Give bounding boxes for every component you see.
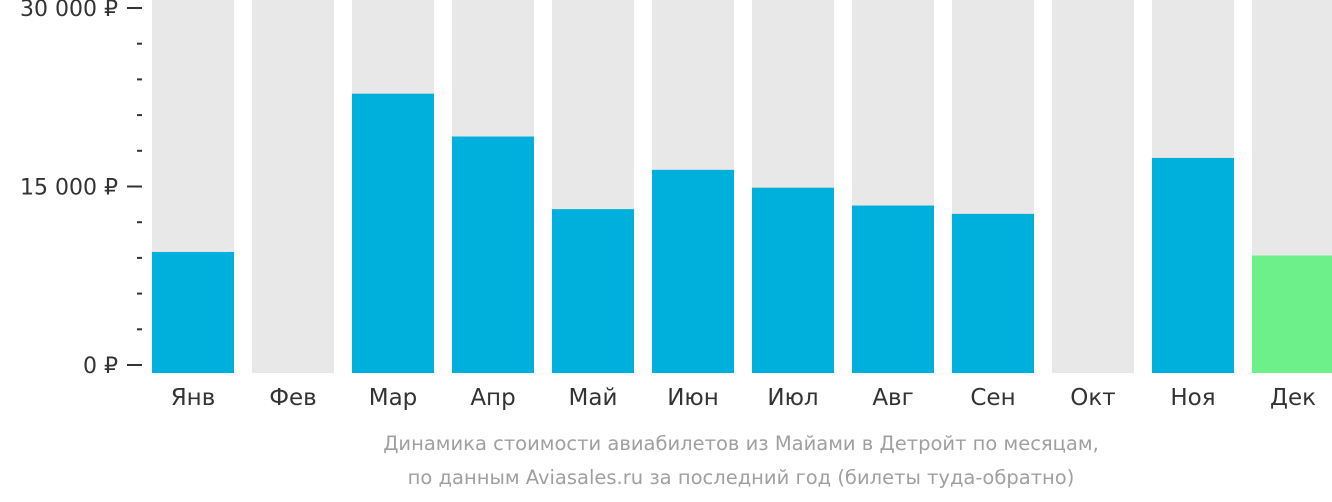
- y-tick-label: 0 ₽: [83, 354, 118, 379]
- x-tick-label: Фев: [269, 385, 317, 411]
- x-tick-label: Июн: [667, 385, 719, 411]
- bar-Дек[interactable]: [1252, 255, 1332, 373]
- x-tick-label: Мар: [369, 385, 418, 411]
- x-tick-label: Май: [569, 385, 618, 411]
- x-tick-label: Дек: [1270, 385, 1316, 411]
- x-tick-label: Апр: [470, 385, 515, 411]
- y-tick-label: 30 000 ₽: [20, 0, 118, 22]
- chart-caption-line-1: Динамика стоимости авиабилетов из Майами…: [383, 432, 1099, 455]
- x-tick-label: Авг: [872, 385, 913, 411]
- bar-background: [1052, 0, 1134, 373]
- x-tick-label: Окт: [1070, 385, 1115, 411]
- bar-background: [252, 0, 334, 373]
- x-tick-label: Июл: [767, 385, 818, 411]
- bar-Ноя[interactable]: [1152, 157, 1234, 373]
- y-tick-label: 15 000 ₽: [20, 176, 118, 201]
- bar-Мар[interactable]: [352, 93, 434, 374]
- bar-Июн[interactable]: [652, 169, 734, 373]
- bar-Янв[interactable]: [152, 251, 234, 373]
- bar-Сен[interactable]: [952, 213, 1034, 373]
- chart-caption-line-2: по данным Aviasales.ru за последний год …: [407, 466, 1075, 489]
- x-tick-label: Ноя: [1170, 385, 1215, 411]
- bar-Авг[interactable]: [852, 205, 934, 373]
- bar-Апр[interactable]: [452, 136, 534, 373]
- x-tick-label: Янв: [171, 385, 216, 411]
- x-tick-label: Сен: [970, 385, 1015, 411]
- bar-Июл[interactable]: [752, 187, 834, 373]
- bar-Май[interactable]: [552, 209, 634, 373]
